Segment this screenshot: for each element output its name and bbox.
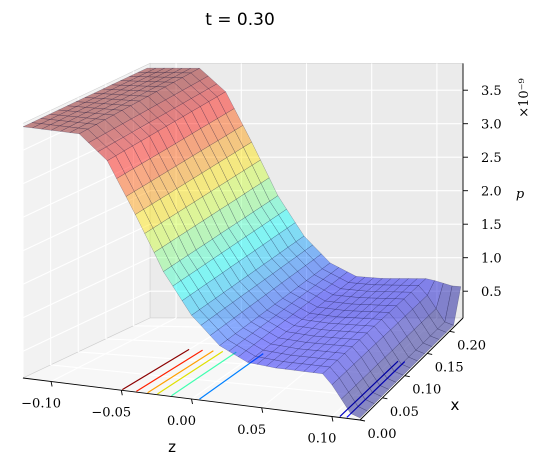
x-tick-mark: [359, 419, 366, 422]
x-tick-mark: [427, 353, 433, 355]
grid-line: [78, 351, 405, 377]
p-tick-label: 2.0: [481, 185, 502, 200]
grid-line: [105, 338, 428, 355]
surface-mesh: [22, 67, 462, 419]
grid-lines: [22, 63, 463, 421]
x-tick-mark: [404, 375, 410, 378]
z-tick-mark: [261, 407, 264, 413]
contour-line: [339, 360, 399, 417]
p-tick-label: 0.5: [481, 285, 502, 300]
surface-face: [350, 406, 368, 419]
x-tick-label: 0.10: [412, 383, 441, 398]
p-axis-scale: ×10⁻⁹: [517, 78, 532, 118]
z-tick-label: 0.00: [167, 414, 196, 429]
z-tick-label: 0.05: [237, 423, 266, 438]
p-axis-ticks: 0.5 1.0 1.5 2.0 2.5 3.0 3.5: [463, 84, 502, 300]
p-axis-label: p: [516, 187, 525, 202]
contour-line: [136, 349, 203, 392]
p-tick-label: 1.5: [481, 218, 502, 233]
contour-line: [346, 361, 406, 418]
grid-line: [22, 190, 151, 252]
grid-line: [50, 317, 177, 382]
grid-line: [22, 156, 151, 218]
x-tick-label: 0.05: [390, 405, 419, 420]
chart-title: t = 0.30: [205, 10, 275, 30]
grid-line: [50, 364, 383, 399]
p-tick-label: 3.5: [481, 84, 502, 99]
x-tick-mark: [382, 397, 388, 400]
x-tick-mark: [449, 330, 455, 333]
p-tick-label: 2.5: [481, 151, 502, 166]
contour-projections: [122, 348, 406, 418]
z-tick-label: −0.10: [21, 397, 61, 412]
grid-line: [191, 317, 307, 400]
x-tick-label: 0.20: [457, 338, 486, 353]
contour-line: [147, 350, 214, 394]
z-tick-mark: [120, 390, 123, 396]
grid-line: [22, 123, 151, 185]
x-tick-label: 0.00: [368, 427, 397, 442]
p-tick-label: 1.0: [481, 252, 502, 267]
z-axis-label: z: [168, 438, 176, 456]
grid-line: [261, 317, 373, 409]
contour-line: [122, 348, 190, 391]
contour-line: [157, 350, 224, 395]
x-axis-ticks: 0.00 0.05 0.10 0.15 0.20: [359, 330, 486, 442]
grid-line: [133, 325, 450, 332]
z-tick-mark: [191, 398, 193, 405]
z-tick-label: −0.05: [91, 405, 131, 420]
z-tick-mark: [331, 416, 334, 422]
axis-line: [359, 317, 464, 421]
grid-line: [22, 223, 151, 285]
z-tick-mark: [50, 381, 53, 387]
z-tick-label: 0.10: [307, 432, 336, 447]
x-axis-label: x: [451, 396, 460, 414]
x-tick-label: 0.15: [435, 360, 464, 375]
contour-line: [171, 351, 237, 397]
grid-line: [22, 290, 151, 352]
z-axis-ticks: −0.10 −0.05 0.00 0.05 0.10: [21, 381, 336, 447]
contour-line: [199, 353, 264, 400]
p-tick-label: 3.0: [481, 118, 502, 133]
grid-line: [22, 257, 151, 319]
grid-line: [331, 317, 438, 417]
